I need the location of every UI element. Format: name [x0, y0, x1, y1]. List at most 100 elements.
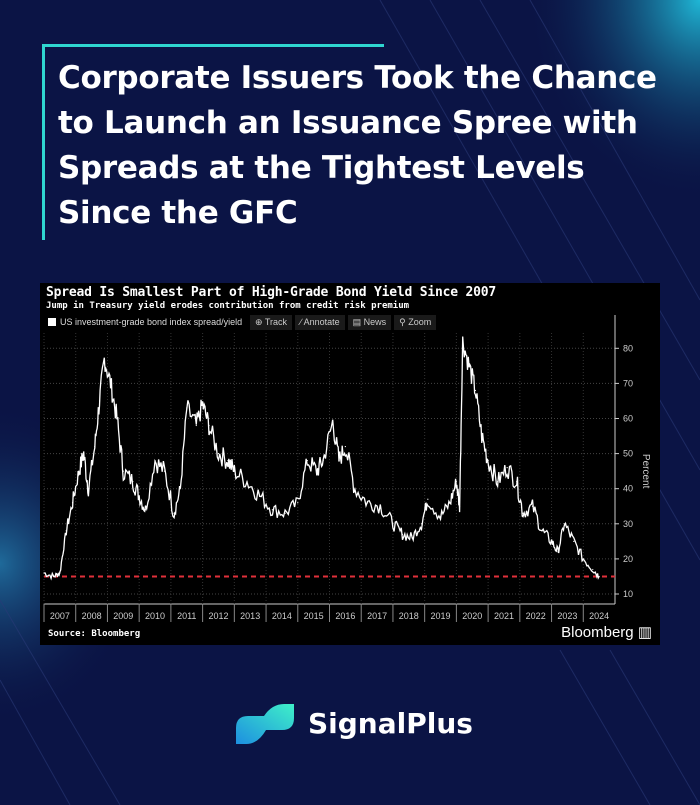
data-point — [110, 382, 112, 384]
x-tick-label: 2018 — [399, 611, 419, 621]
x-tick-label: 2024 — [589, 611, 609, 621]
data-point — [474, 389, 477, 392]
data-point — [208, 424, 210, 427]
x-tick-label: 2022 — [526, 611, 546, 621]
y-tick-label: 40 — [623, 484, 633, 494]
data-point — [458, 505, 461, 507]
x-tick-label: 2008 — [82, 611, 102, 621]
data-point — [468, 365, 470, 367]
x-tick-label: 2012 — [208, 611, 228, 621]
data-point — [297, 502, 299, 504]
data-point — [94, 445, 96, 448]
data-point — [497, 481, 499, 483]
chart-toolbar: ⊕ Track ∕ Annotate ▤ News ⚲ Zoom — [250, 315, 437, 330]
news-label: News — [363, 317, 387, 327]
track-label: Track — [264, 317, 288, 327]
data-point — [52, 575, 55, 578]
y-tick-label: 60 — [623, 414, 633, 424]
x-tick-label: 2009 — [113, 611, 133, 621]
data-point — [246, 481, 248, 483]
x-tick-label: 2014 — [272, 611, 292, 621]
y-tick-label: 20 — [623, 554, 633, 564]
x-tick-label: 2021 — [494, 611, 514, 621]
y-tick-label: 70 — [623, 378, 633, 388]
data-point — [284, 512, 286, 514]
x-tick-label: 2020 — [462, 611, 482, 621]
data-point — [379, 505, 381, 507]
track-button[interactable]: ⊕ Track — [250, 315, 293, 330]
chart-subtitle: Jump in Treasury yield erodes contributi… — [46, 301, 410, 311]
data-point — [481, 435, 483, 437]
chart-title: Spread Is Smallest Part of High-Grade Bo… — [46, 285, 496, 300]
annotate-label: Annotate — [303, 317, 340, 327]
x-tick-label: 2010 — [145, 611, 165, 621]
data-point — [122, 470, 124, 472]
x-tick-label: 2019 — [431, 611, 451, 621]
title-accent-top — [42, 44, 384, 47]
data-point — [132, 481, 134, 483]
bloomberg-logo: Bloomberg ▥ — [561, 624, 652, 641]
data-point — [449, 502, 451, 504]
data-point — [332, 421, 334, 423]
data-point — [59, 572, 61, 574]
data-point — [186, 407, 188, 409]
data-point — [439, 516, 442, 518]
data-point — [233, 470, 235, 472]
data-point — [103, 358, 105, 360]
legend-label: US investment-grade bond index spread/yi… — [60, 317, 243, 327]
data-point — [83, 453, 85, 455]
data-point — [487, 460, 489, 462]
signalplus-logo: SignalPlus — [234, 700, 473, 746]
x-tick-label: 2013 — [240, 611, 260, 621]
annotate-button[interactable]: ∕ Annotate — [295, 315, 345, 330]
x-tick-label: 2011 — [177, 611, 196, 621]
data-point — [138, 495, 140, 497]
data-point — [43, 572, 45, 574]
data-point — [582, 558, 584, 560]
data-point — [65, 530, 67, 532]
title-accent-left — [42, 44, 45, 240]
line-chart: 10 20 30 40 50 60 70 80 2007 2008 2009 2010 2011 2012… — [43, 315, 651, 622]
data-point — [71, 502, 74, 504]
data-point — [392, 523, 394, 525]
data-point — [522, 512, 524, 514]
data-point — [78, 470, 80, 472]
data-point — [550, 540, 553, 542]
data-point — [420, 523, 423, 525]
data-point — [163, 470, 166, 472]
news-button[interactable]: ▤ News — [347, 315, 392, 330]
data-point — [98, 400, 101, 402]
legend-swatch — [48, 318, 56, 326]
x-tick-label: 2015 — [304, 611, 324, 621]
source-note: Source: Bloomberg — [48, 629, 141, 639]
x-tick-label: 2017 — [367, 611, 387, 621]
data-point — [227, 460, 229, 462]
data-point — [316, 470, 318, 472]
data-point — [344, 445, 346, 448]
data-point — [455, 481, 457, 483]
data-point — [144, 509, 147, 511]
data-point — [557, 551, 559, 553]
bloomberg-logo-text: Bloomberg — [561, 624, 634, 641]
data-point — [563, 523, 565, 525]
data-point — [179, 488, 182, 490]
data-point — [154, 460, 156, 462]
legend[interactable]: US investment-grade bond index spread/yi… — [48, 317, 242, 327]
data-point — [195, 424, 197, 427]
data-point — [366, 502, 369, 504]
data-point — [322, 460, 324, 462]
y-tick-label: 30 — [623, 519, 633, 529]
data-point — [202, 403, 204, 406]
data-point — [541, 530, 543, 532]
zoom-label: Zoom — [408, 317, 432, 327]
signalplus-logo-mark — [236, 704, 294, 744]
data-point — [531, 505, 534, 507]
data-point — [506, 467, 508, 469]
chart-panel: Spread Is Smallest Part of High-Grade Bo… — [40, 283, 660, 645]
series-line — [44, 336, 600, 581]
zoom-button[interactable]: ⚲ Zoom — [394, 315, 437, 330]
y-tick-label: 10 — [623, 589, 633, 599]
data-point — [573, 540, 575, 542]
x-tick-label: 2007 — [50, 611, 70, 621]
data-point — [87, 488, 90, 490]
